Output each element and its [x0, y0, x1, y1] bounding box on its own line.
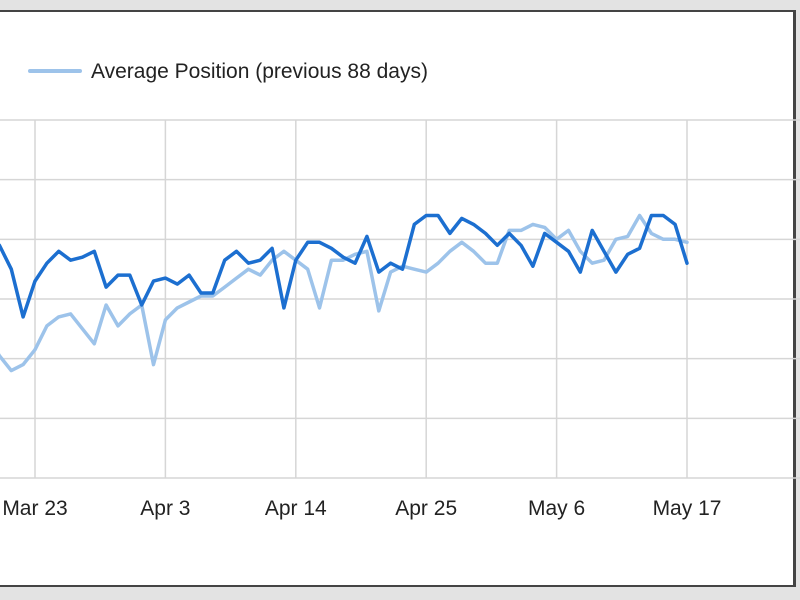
x-tick-label: May 6: [528, 497, 585, 520]
grid: [0, 119, 800, 479]
x-tick-label: Apr 3: [140, 497, 190, 520]
legend-label: Average Position (previous 88 days): [91, 60, 428, 83]
series-lines: [0, 213, 689, 373]
x-tick-label: Apr 25: [395, 497, 457, 520]
x-tick-label: May 17: [653, 497, 722, 520]
series-line-daily: [0, 213, 689, 319]
x-tick-label: Mar 23: [2, 497, 67, 520]
x-tick-label: Apr 14: [265, 497, 327, 520]
legend: Average Position (previous 88 days): [28, 60, 428, 83]
series-line-average: [0, 213, 689, 373]
x-axis-ticks: Mar 23 Apr 3 Apr 14 Apr 25 May 6 May 17: [2, 497, 721, 520]
